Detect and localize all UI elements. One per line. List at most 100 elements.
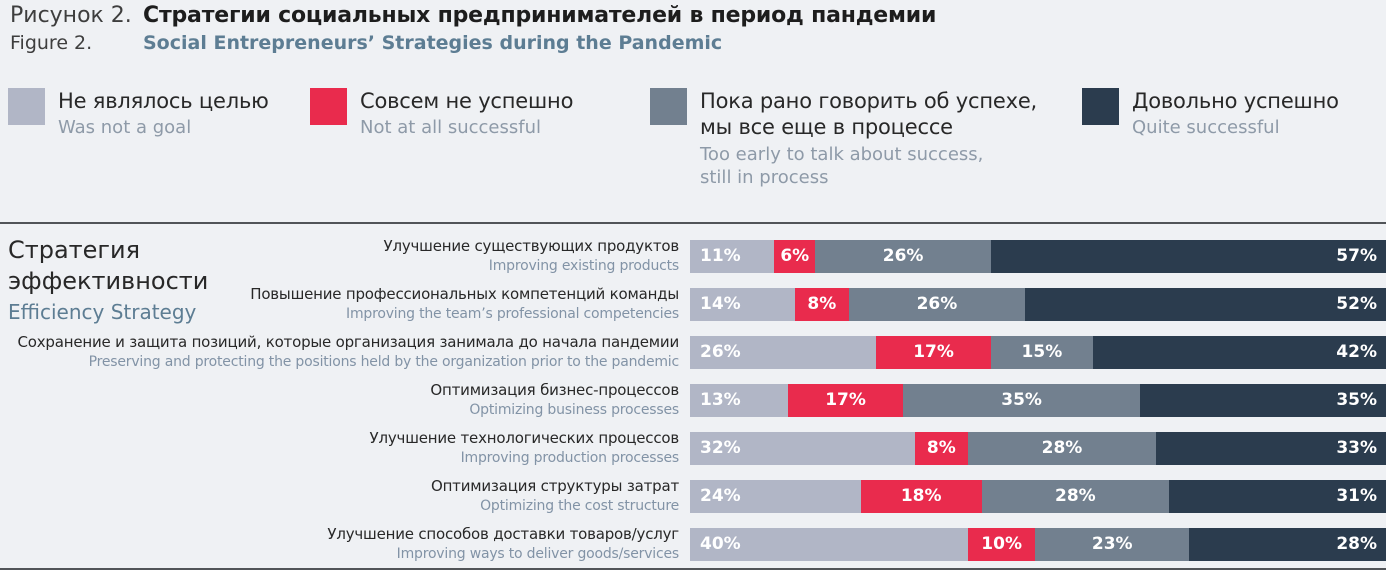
row-label-ru: Улучшение способов доставки товаров/услу… [327,525,679,544]
legend-text: Пока рано говорить об успехе, мы все еще… [700,88,1037,190]
chart-row: Оптимизация бизнес-процессов Optimizing b… [0,376,1386,424]
bar-segment: 24% [690,479,861,513]
legend-label-ru: Не являлось целью [58,89,269,113]
stacked-bar: 24% 18% 28% 31% [690,479,1386,513]
stacked-bar: 13% 17% 35% 35% [690,383,1386,417]
legend-item-2: Пока рано говорить об успехе, мы все еще… [650,88,1082,190]
bar-segment: 15% [991,335,1093,369]
legend-text: Совсем не успешно Not at all successful [360,88,573,140]
bar-segment-value: 17% [913,342,954,362]
legend-label-ru: Совсем не успешно [360,89,574,113]
row-label-en: Improving the team’s professional compet… [346,306,679,323]
legend-label-en: Was not a goal [58,117,192,139]
bar-segment-value: 10% [981,534,1022,554]
bar-segment-value: 35% [1336,390,1378,410]
row-label: Улучшение существующих продуктов Improvin… [0,236,690,275]
legend-label-en: Too early to talk about success, still i… [700,143,984,189]
legend-item-0: Не являлось целью Was not a goal [8,88,310,190]
legend-text: Довольно успешно Quite successful [1132,88,1339,140]
bar-segment-value: 18% [900,486,942,506]
bar-segment: 11% [690,239,775,273]
bar-segment: 18% [860,479,982,513]
row-label: Повышение профессиональных компетенций к… [0,284,690,323]
bar-segment-value: 32% [700,438,741,458]
bar-segment-value: 57% [1336,246,1377,266]
figure-title-en: Social Entrepreneurs’ Strategies during … [143,32,723,54]
bar-segment-value: 26% [916,294,958,314]
bar-segment-value: 14% [700,294,741,314]
bar-segment: 32% [690,431,915,465]
figure-title-row-en: Figure 2. Social Entrepreneurs’ Strategi… [10,32,936,54]
bar-segment-value: 8% [807,294,837,314]
bar-segment: 42% [1092,335,1386,369]
chart-row: Улучшение способов доставки товаров/услу… [0,520,1386,568]
stacked-bar: 32% 8% 28% 33% [690,431,1386,465]
row-label-en: Optimizing business processes [469,402,679,419]
bar-segment: 26% [690,335,877,369]
row-label-en: Improving production processes [460,450,680,467]
row-label-ru: Оптимизация бизнес-процессов [430,381,679,400]
row-label-en: Optimizing the cost structure [480,498,679,515]
bar-segment: 17% [876,335,992,369]
chart-row: Повышение профессиональных компетенций к… [0,280,1386,328]
category-group-label-en: Efficiency Strategy [8,300,197,325]
figure-number-ru: Рисунок 2. [10,3,132,28]
bar-segment: 26% [848,287,1025,321]
bar-segment-value: 8% [926,438,956,458]
row-label: Оптимизация бизнес-процессов Optimizing b… [0,380,690,419]
row-label-ru: Улучшение существующих продуктов [383,237,680,256]
bar-segment: 8% [794,287,849,321]
bar-segment-value: 33% [1336,438,1378,458]
legend-label-ru: Довольно успешно [1132,89,1339,113]
figure-number-en: Figure 2. [10,32,93,54]
bar-segment: 35% [903,383,1141,417]
legend-item-1: Совсем не успешно Not at all successful [310,88,650,190]
figure-title-ru: Стратегии социальных предпринимателей в … [143,3,937,28]
chart-rows: Улучшение существующих продуктов Improvin… [0,232,1386,568]
bar-segment-value: 40% [700,534,741,554]
stacked-bar: 11% 6% 26% 57% [690,239,1386,273]
bar-segment-value: 28% [1055,486,1096,506]
chart-row: Сохранение и защита позиций, которые орг… [0,328,1386,376]
chart-row: Оптимизация структуры затрат Optimizing t… [0,472,1386,520]
bar-segment: 33% [1155,431,1386,465]
row-label: Оптимизация структуры затрат Optimizing t… [0,476,690,515]
legend-item-3: Довольно успешно Quite successful [1082,88,1339,190]
bar-segment: 28% [981,479,1170,513]
bar-segment: 57% [991,239,1386,273]
row-label-en: Improving existing products [488,258,679,275]
bar-segment-value: 17% [825,390,866,410]
category-group-label-ru: Стратегия эффективности [8,236,209,296]
legend-swatch-icon [310,88,347,125]
bar-segment-value: 11% [700,246,741,266]
row-label-ru: Улучшение технологических процессов [369,429,680,448]
bar-segment: 26% [815,239,992,273]
bar-segment-value: 26% [882,246,924,266]
bar-segment-value: 52% [1336,294,1377,314]
legend-swatch-icon [8,88,45,125]
bar-segment: 31% [1169,479,1386,513]
stacked-bar-chart: Стратегия эффективности Efficiency Strat… [0,222,1386,568]
figure-title-row-ru: Рисунок 2. Стратегии социальных предприн… [10,3,936,28]
legend-swatch-icon [650,88,687,125]
figure-header: Рисунок 2. Стратегии социальных предприн… [10,3,936,54]
bar-segment-value: 42% [1336,342,1377,362]
bar-segment: 17% [788,383,904,417]
row-label-ru: Оптимизация структуры затрат [430,477,679,496]
bar-segment: 13% [690,383,789,417]
row-label-en: Improving ways to deliver goods/services [396,546,680,563]
bar-segment: 52% [1024,287,1386,321]
legend: Не являлось целью Was not a goal Совсем не… [8,88,1382,190]
bar-segment-value: 15% [1021,342,1063,362]
row-label: Улучшение технологических процессов Impro… [0,428,690,467]
chart-row: Улучшение существующих продуктов Improvin… [0,232,1386,280]
category-group-label: Стратегия эффективности Efficiency Strat… [8,235,208,324]
bar-segment: 6% [774,239,816,273]
bar-segment: 40% [690,527,969,561]
legend-label-en: Quite successful [1132,117,1280,139]
row-label: Улучшение способов доставки товаров/услу… [0,524,690,563]
bar-segment: 8% [914,431,969,465]
row-label-ru: Повышение профессиональных компетенций к… [250,285,679,304]
row-label-ru: Сохранение и защита позиций, которые орг… [17,333,679,352]
bar-segment-value: 28% [1041,438,1083,458]
